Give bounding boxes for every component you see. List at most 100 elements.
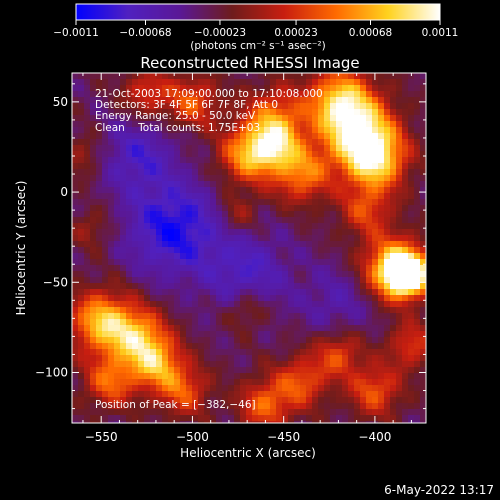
heatmap-cell bbox=[102, 193, 109, 200]
heatmap-cell bbox=[234, 181, 241, 188]
heatmap-cell bbox=[156, 151, 163, 158]
heatmap-cell bbox=[138, 397, 145, 404]
heatmap-cell bbox=[210, 325, 217, 332]
heatmap-cell bbox=[264, 265, 271, 272]
heatmap-cell bbox=[384, 109, 391, 116]
heatmap-cell bbox=[234, 253, 241, 260]
heatmap-cell bbox=[372, 157, 379, 164]
heatmap-cell bbox=[336, 355, 343, 362]
heatmap-cell bbox=[192, 151, 199, 158]
heatmap-cell bbox=[294, 379, 301, 386]
heatmap-cell bbox=[108, 409, 115, 416]
heatmap-cell bbox=[72, 265, 79, 272]
heatmap-cell bbox=[264, 259, 271, 266]
heatmap-cell bbox=[84, 247, 91, 254]
heatmap-cell bbox=[384, 355, 391, 362]
heatmap-cell bbox=[84, 373, 91, 380]
heatmap-cell bbox=[108, 385, 115, 392]
heatmap-cell bbox=[384, 379, 391, 386]
heatmap-cell bbox=[96, 175, 103, 182]
heatmap-cell bbox=[306, 79, 313, 86]
heatmap-cell bbox=[366, 379, 373, 386]
heatmap-cell bbox=[396, 409, 403, 416]
heatmap-cell bbox=[84, 259, 91, 266]
heatmap-cell bbox=[402, 283, 409, 290]
heatmap-cell bbox=[132, 283, 139, 290]
heatmap-cell bbox=[324, 169, 331, 176]
heatmap-cell bbox=[120, 205, 127, 212]
heatmap-cell bbox=[216, 397, 223, 404]
heatmap-cell bbox=[396, 391, 403, 398]
heatmap-cell bbox=[144, 421, 151, 424]
heatmap-cell bbox=[90, 109, 97, 116]
heatmap-cell bbox=[288, 223, 295, 230]
heatmap-cell bbox=[204, 241, 211, 248]
heatmap-cell bbox=[132, 307, 139, 314]
heatmap-cell bbox=[246, 403, 253, 410]
heatmap-cell bbox=[216, 313, 223, 320]
heatmap-cell bbox=[390, 205, 397, 212]
heatmap-cell bbox=[240, 163, 247, 170]
heatmap-cell bbox=[288, 307, 295, 314]
heatmap-cell bbox=[210, 127, 217, 134]
heatmap-cell bbox=[174, 355, 181, 362]
heatmap-cell bbox=[78, 121, 85, 128]
heatmap-cell bbox=[384, 343, 391, 350]
heatmap-cell bbox=[342, 343, 349, 350]
heatmap-cell bbox=[198, 277, 205, 284]
heatmap-cell bbox=[168, 283, 175, 290]
heatmap-cell bbox=[252, 217, 259, 224]
heatmap-cell bbox=[318, 139, 325, 146]
heatmap-cell bbox=[144, 301, 151, 308]
heatmap-cell bbox=[354, 265, 361, 272]
heatmap-cell bbox=[414, 175, 421, 182]
heatmap-cell bbox=[348, 97, 355, 104]
heatmap-cell bbox=[282, 103, 289, 110]
heatmap-cell bbox=[336, 265, 343, 272]
heatmap-cell bbox=[354, 337, 361, 344]
heatmap-cell bbox=[192, 265, 199, 272]
heatmap-cell bbox=[90, 193, 97, 200]
heatmap-cell bbox=[132, 91, 139, 98]
heatmap-cell bbox=[102, 259, 109, 266]
heatmap-cell bbox=[408, 253, 415, 260]
heatmap-cell bbox=[168, 127, 175, 134]
heatmap-cell bbox=[102, 367, 109, 374]
heatmap-cell bbox=[384, 385, 391, 392]
heatmap-cell bbox=[282, 367, 289, 374]
heatmap-cell bbox=[150, 223, 157, 230]
heatmap-cell bbox=[384, 121, 391, 128]
heatmap-cell bbox=[108, 103, 115, 110]
heatmap-cell bbox=[90, 85, 97, 92]
heatmap-cell bbox=[336, 157, 343, 164]
heatmap-cell bbox=[156, 301, 163, 308]
heatmap-cell bbox=[318, 241, 325, 248]
heatmap-cell bbox=[258, 115, 265, 122]
heatmap-cell bbox=[264, 313, 271, 320]
heatmap-cell bbox=[372, 193, 379, 200]
heatmap-cell bbox=[294, 337, 301, 344]
heatmap-cell bbox=[258, 73, 265, 80]
heatmap-cell bbox=[216, 115, 223, 122]
heatmap-cell bbox=[306, 103, 313, 110]
heatmap-cell bbox=[276, 277, 283, 284]
heatmap-cell bbox=[132, 265, 139, 272]
heatmap-cell bbox=[102, 85, 109, 92]
heatmap-cell bbox=[372, 301, 379, 308]
heatmap-cell bbox=[384, 103, 391, 110]
heatmap-cell bbox=[114, 313, 121, 320]
heatmap-cell bbox=[96, 169, 103, 176]
heatmap-cell bbox=[120, 343, 127, 350]
heatmap-cell bbox=[84, 211, 91, 218]
heatmap-cell bbox=[252, 421, 259, 424]
heatmap-cell bbox=[90, 259, 97, 266]
heatmap-cell bbox=[258, 235, 265, 242]
heatmap-cell bbox=[306, 205, 313, 212]
heatmap-cell bbox=[402, 379, 409, 386]
heatmap-cell bbox=[288, 85, 295, 92]
heatmap-cell bbox=[258, 229, 265, 236]
heatmap-cell bbox=[156, 85, 163, 92]
heatmap-cell bbox=[264, 163, 271, 170]
heatmap-cell bbox=[342, 163, 349, 170]
heatmap-cell bbox=[288, 301, 295, 308]
